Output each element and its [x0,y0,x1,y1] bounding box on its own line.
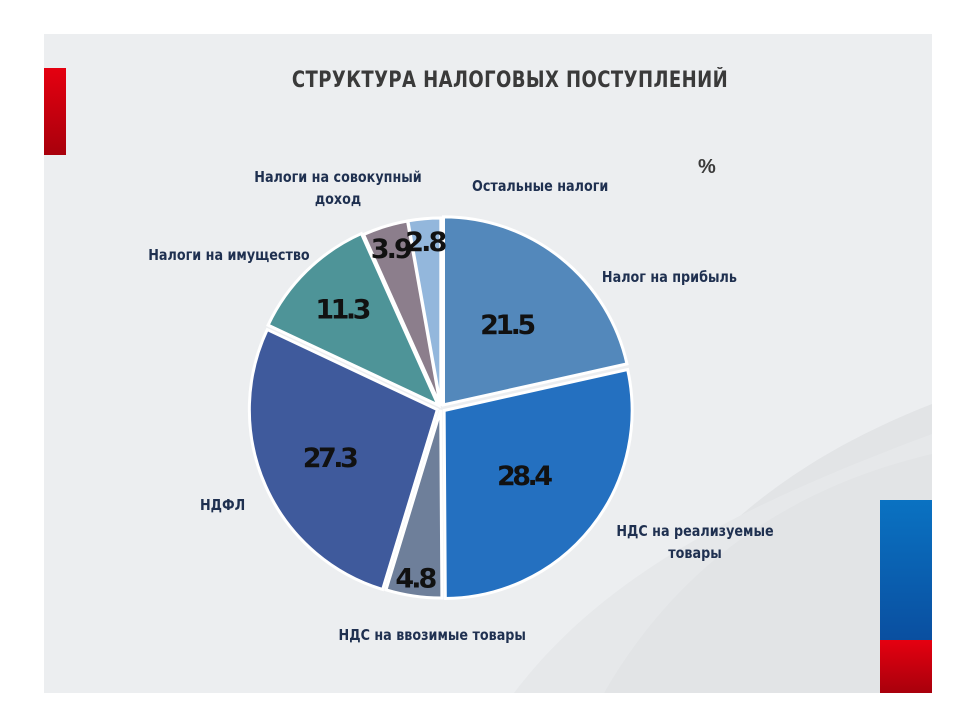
chart-title: СТРУКТУРА НАЛОГОВЫХ ПОСТУПЛЕНИЙ [291,68,729,93]
slice-value-label: 21.5 [480,310,536,341]
pie-slice [384,409,444,600]
pie-slice [406,216,443,407]
label-vat-domestic: НДС на реализуемые товары [616,522,774,562]
label-other-taxes: Остальные налоги [472,177,609,195]
slice-value-label: 11.3 [315,295,371,326]
label-ndfl: НДФЛ [199,496,246,514]
pie-slice [442,367,634,600]
label-aggregate-income-tax: Налоги на совокупный доход [254,168,422,208]
slice-value-label: 4.8 [395,563,437,594]
flag-red-stripe [880,640,932,693]
pie-slice [247,327,440,592]
label-property-tax: Налоги на имущество [148,246,310,264]
slice-value-label: 27.3 [303,443,359,474]
background-swoosh [514,404,932,693]
unit-label: % [698,156,716,178]
label-vat-import: НДС на ввозимые товары [338,626,526,644]
slice-value-label: 3.9 [371,234,413,265]
slice-value-label: 2.8 [405,227,447,258]
flag-blue-stripe [880,500,932,640]
slice-value-label: 28.4 [497,461,553,492]
pie-slice [266,231,442,409]
pie-slice [442,215,629,407]
label-profit-tax: Налог на прибыль [601,268,737,286]
red-accent-bar [44,68,66,155]
